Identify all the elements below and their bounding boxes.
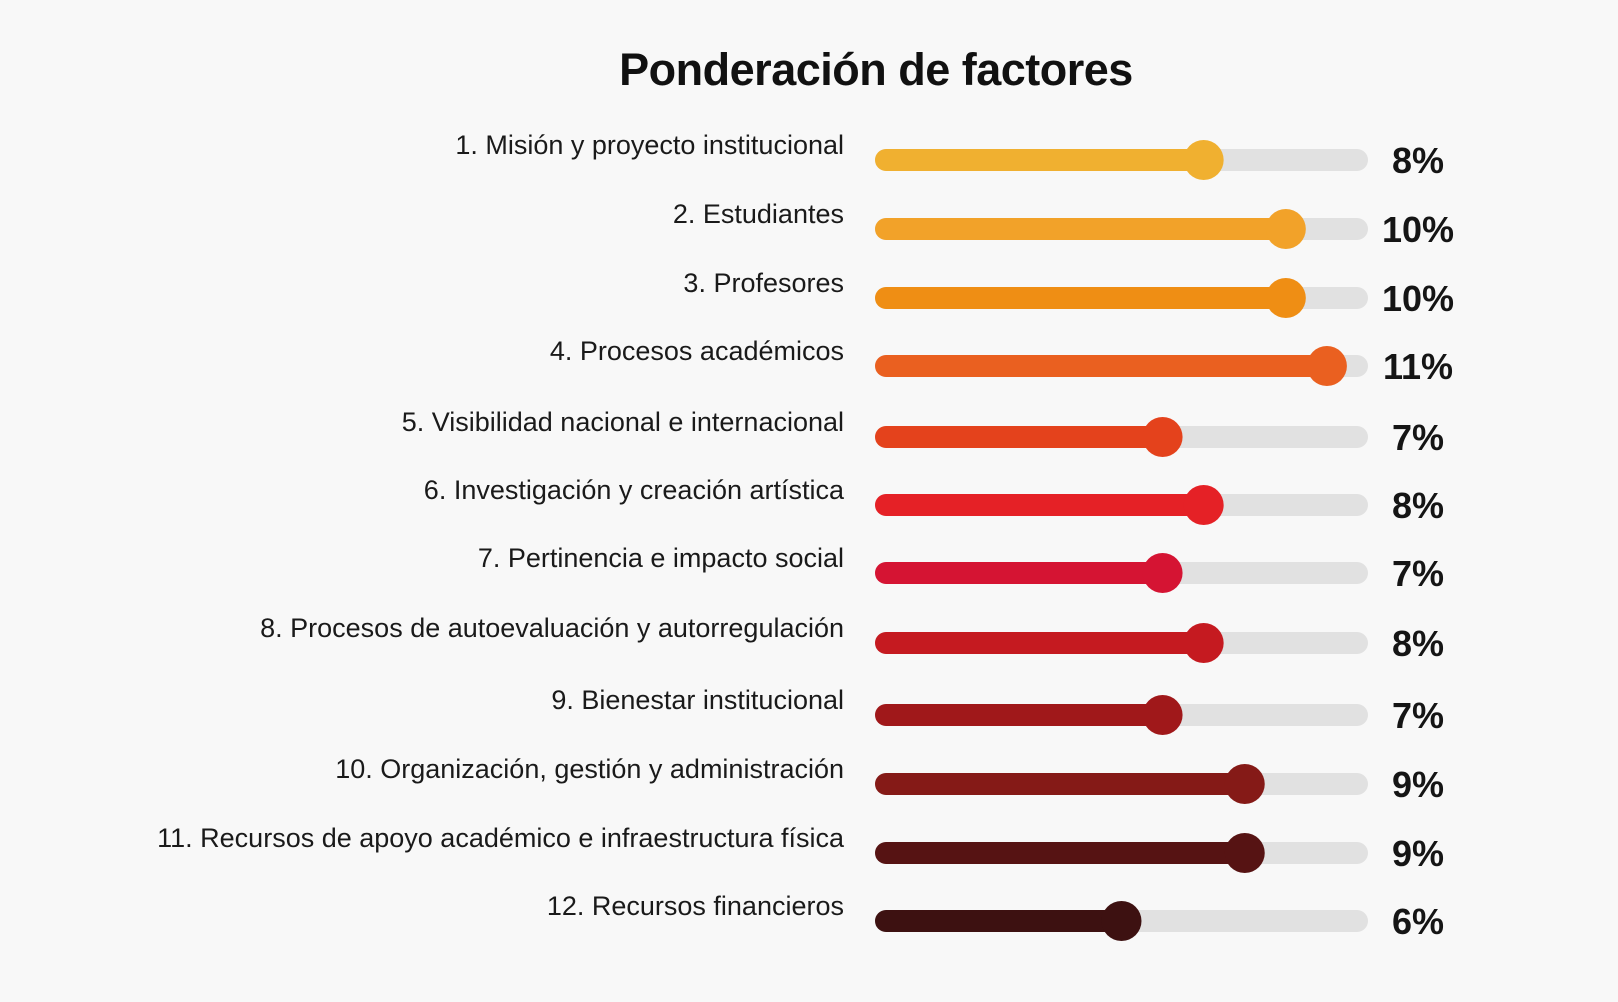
bar-knob [1265, 278, 1306, 318]
value-label: 9% [1392, 833, 1444, 874]
bar-row: 4. Procesos académicos 11% [550, 336, 1453, 387]
category-label: 8. Procesos de autoevaluación y autorreg… [260, 613, 844, 643]
category-label: 1. Misión y proyecto institucional [455, 130, 844, 160]
bar-row: 8. Procesos de autoevaluación y autorreg… [260, 613, 1444, 664]
bar-fill [875, 218, 1286, 240]
bar-fill [875, 562, 1163, 584]
value-label: 7% [1392, 553, 1444, 594]
bar-fill [875, 704, 1163, 726]
bar-fill [875, 149, 1204, 171]
bar-knob [1224, 833, 1265, 873]
bar-knob [1265, 209, 1306, 249]
bar-row: 3. Profesores 10% [683, 268, 1454, 319]
value-label: 8% [1392, 623, 1444, 664]
bar-row: 1. Misión y proyecto institucional 8% [455, 130, 1444, 181]
bar-fill [875, 426, 1163, 448]
value-label: 10% [1382, 278, 1454, 319]
value-label: 6% [1392, 901, 1444, 942]
category-label: 10. Organización, gestión y administraci… [335, 754, 844, 784]
value-label: 7% [1392, 417, 1444, 458]
category-label: 7. Pertinencia e impacto social [478, 543, 844, 573]
value-label: 11% [1383, 346, 1453, 387]
category-label: 9. Bienestar institucional [551, 685, 844, 715]
category-label: 3. Profesores [683, 268, 844, 298]
bar-row: 6. Investigación y creación artística 8% [424, 475, 1444, 526]
category-label: 5. Visibilidad nacional e internacional [402, 407, 844, 437]
value-label: 10% [1382, 209, 1454, 250]
bar-fill [875, 842, 1245, 864]
bar-knob [1142, 417, 1183, 457]
category-label: 4. Procesos académicos [550, 336, 844, 366]
bar-row: 9. Bienestar institucional 7% [551, 685, 1444, 736]
bar-knob [1183, 623, 1224, 663]
bar-knob [1224, 764, 1265, 804]
bar-knob [1183, 140, 1224, 180]
bar-fill [875, 355, 1327, 377]
category-label: 6. Investigación y creación artística [424, 475, 845, 505]
bar-fill [875, 773, 1245, 795]
bar-knob [1183, 485, 1224, 525]
bar-knob [1142, 553, 1183, 593]
bar-row: 10. Organización, gestión y administraci… [335, 754, 1444, 805]
bar-knob [1306, 346, 1347, 386]
category-label: 11. Recursos de apoyo académico e infrae… [157, 823, 845, 853]
chart-title: Ponderación de factores [619, 44, 1133, 95]
bar-row: 7. Pertinencia e impacto social 7% [478, 543, 1444, 594]
category-label: 2. Estudiantes [673, 199, 844, 229]
value-label: 8% [1392, 485, 1444, 526]
bar-fill [875, 494, 1204, 516]
bar-row: 12. Recursos financieros 6% [547, 891, 1444, 942]
bar-knob [1142, 695, 1183, 735]
value-label: 9% [1392, 764, 1444, 805]
value-label: 8% [1392, 140, 1444, 181]
bar-row: 5. Visibilidad nacional e internacional 7… [402, 407, 1444, 458]
value-label: 7% [1392, 695, 1444, 736]
bar-knob [1101, 901, 1142, 941]
category-label: 12. Recursos financieros [547, 891, 844, 921]
bar-row: 11. Recursos de apoyo académico e infrae… [157, 823, 1444, 874]
bar-fill [875, 287, 1286, 309]
bar-fill [875, 632, 1204, 654]
bar-row: 2. Estudiantes 10% [673, 199, 1454, 250]
bar-fill [875, 910, 1122, 932]
